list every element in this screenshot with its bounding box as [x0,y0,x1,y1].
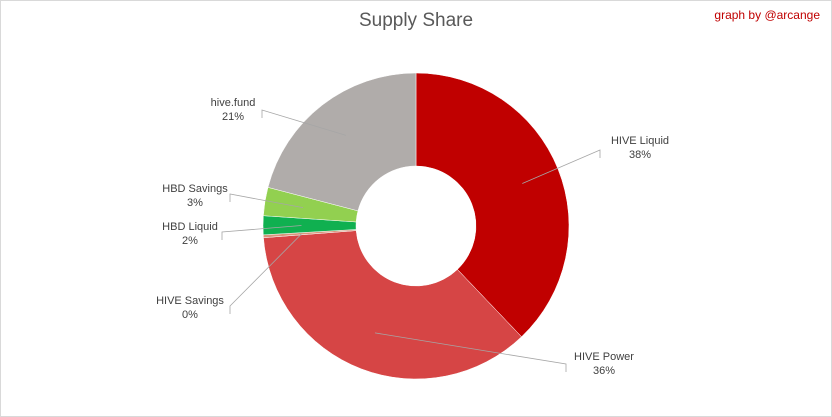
slices-group [262,72,570,380]
slice-percent-label: 0% [182,309,198,321]
slice-percent-label: 36% [593,365,615,377]
chart-title: Supply Share [358,10,474,31]
slice-percent-label: 2% [182,235,198,247]
slice-label: HBD Liquid [162,221,218,233]
slice-percent-label: 38% [629,149,651,161]
slice-hive-fund [267,72,417,212]
leader-line [221,225,302,240]
slice-label: HBD Savings [162,183,228,195]
leader-line [261,109,347,136]
slice-hive-liquid [415,72,570,338]
leader-line [374,332,567,372]
credit-label: graph by @arcange [714,8,820,22]
slice-label: HIVE Power [574,351,634,363]
slice-hive-power [263,230,522,380]
leader-lines-group [221,109,601,372]
slice-percent-label: 21% [222,111,244,123]
slice-percent-label: 3% [187,197,203,209]
leader-line [229,193,304,209]
leader-line [229,233,303,314]
slice-label: HIVE Liquid [611,135,669,147]
slice-label: hive.fund [211,97,256,109]
slice-label: HIVE Savings [156,295,224,307]
leader-line [522,149,601,184]
labels-group: HIVE Liquid 38% HIVE Power 36% HIVE Savings 0… [156,97,669,377]
